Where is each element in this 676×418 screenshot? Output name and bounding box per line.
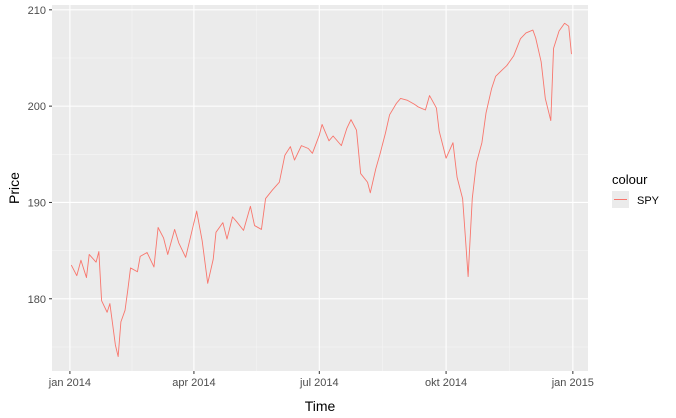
y-tick-label: 180: [28, 294, 46, 306]
series-line-spy: [70, 22, 572, 357]
y-tick-label: 200: [28, 101, 46, 113]
y-tick-label: 210: [28, 5, 46, 17]
legend-title: colour: [612, 172, 648, 187]
minor-gridlines: [52, 5, 588, 371]
legend-label-spy: SPY: [637, 195, 660, 207]
x-tick-label: okt 2014: [425, 377, 467, 389]
x-tick-label: jan 2014: [48, 377, 91, 389]
x-tick-label: jan 2015: [551, 377, 594, 389]
legend: colour SPY: [612, 172, 660, 208]
x-axis: jan 2014 apr 2014 jul 2014 okt 2014 jan 2015: [48, 371, 594, 389]
x-axis-title: Time: [305, 398, 336, 414]
major-gridlines: [52, 5, 588, 371]
y-axis: 180 190 200 210: [28, 5, 52, 306]
x-tick-label: jul 2014: [299, 377, 339, 389]
y-tick-label: 190: [28, 197, 46, 209]
x-tick-label: apr 2014: [172, 377, 215, 389]
plot-panel: [52, 5, 588, 371]
y-axis-title: Price: [6, 172, 22, 204]
